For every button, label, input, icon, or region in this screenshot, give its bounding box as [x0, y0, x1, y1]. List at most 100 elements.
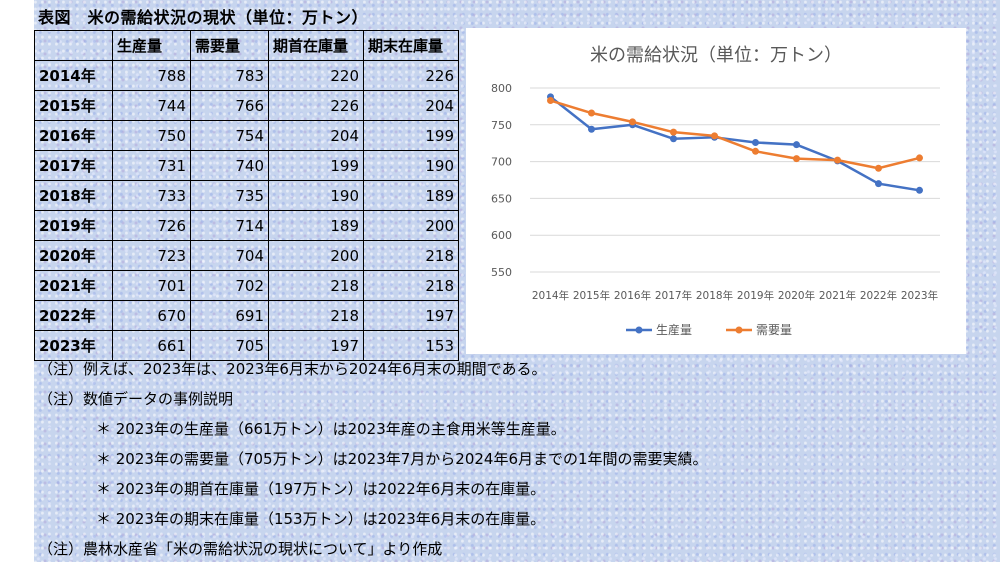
table-row: 2022年 670 691 218 197: [34, 300, 459, 331]
data-point: [629, 118, 636, 126]
table-header-row: 生産量 需要量 期首在庫量 期末在庫量: [34, 30, 459, 61]
legend-label: 生産量: [656, 322, 692, 337]
table-year-cell: 2022年: [34, 300, 113, 331]
note-example-item: ＊ 2023年の期首在庫量（197万トン）は2022年6月末の在庫量。: [96, 480, 546, 498]
table-value-cell: 226: [268, 90, 364, 121]
table-header-cell: 期末在庫量: [363, 30, 459, 61]
table-value-cell: 199: [363, 120, 459, 151]
table-value-cell: 204: [268, 120, 364, 151]
data-point: [916, 154, 923, 162]
x-tick-label: 2021年: [819, 289, 856, 302]
data-point: [793, 141, 800, 149]
table-value-cell: 190: [268, 180, 364, 211]
table-value-cell: 220: [268, 60, 364, 91]
table-value-cell: 733: [112, 180, 191, 211]
table-value-cell: 766: [190, 90, 269, 121]
table-value-cell: 788: [112, 60, 191, 91]
page-title: 表図 米の需給状況の現状（単位：万トン）: [38, 8, 369, 27]
table-header-cell: 需要量: [190, 30, 269, 61]
table-year-cell: 2017年: [34, 150, 113, 181]
table-value-cell: 189: [363, 180, 459, 211]
table-value-cell: 200: [363, 210, 459, 241]
data-point: [875, 180, 882, 188]
data-point: [916, 186, 923, 194]
x-tick-label: 2016年: [614, 289, 651, 302]
table-value-cell: 189: [268, 210, 364, 241]
table-row: 2016年 750 754 204 199: [34, 120, 459, 151]
data-point: [752, 147, 759, 155]
y-tick-label: 800: [491, 82, 512, 95]
data-point: [588, 109, 595, 117]
table-row: 2020年 723 704 200 218: [34, 240, 459, 271]
table-value-cell: 197: [268, 330, 364, 361]
table-header-cell: 生産量: [112, 30, 191, 61]
note-example-item: ＊ 2023年の需要量（705万トン）は2023年7月から2024年6月までの1…: [96, 450, 708, 468]
table-value-cell: 661: [112, 330, 191, 361]
y-tick-label: 650: [491, 192, 512, 205]
table-value-cell: 204: [363, 90, 459, 121]
table-row: 2014年 788 783 220 226: [34, 60, 459, 91]
table-value-cell: 199: [268, 150, 364, 181]
table-year-cell: 2016年: [34, 120, 113, 151]
table-value-cell: 714: [190, 210, 269, 241]
x-tick-label: 2019年: [737, 289, 774, 302]
line-chart: 米の需給状況（単位：万トン） 550 600 650 700 750 800 2014年 201…: [491, 45, 940, 337]
table-year-cell: 2014年: [34, 60, 113, 91]
legend-marker: [735, 326, 743, 334]
table-year-cell: 2020年: [34, 240, 113, 271]
table-year-cell: 2021年: [34, 270, 113, 301]
chart-panel: 米の需給状況（単位：万トン） 550 600 650 700 750 800 2014年 201…: [466, 28, 966, 354]
table-value-cell: 701: [112, 270, 191, 301]
table-value-cell: 754: [190, 120, 269, 151]
table-row: 2021年 701 702 218 218: [34, 270, 459, 301]
note-period: （注）例えば、2023年は、2023年6月末から2024年6月末の期間である。: [38, 360, 547, 378]
table-row: 2023年 661 705 197 153: [34, 330, 459, 361]
table-value-cell: 218: [268, 270, 364, 301]
x-tick-label: 2017年: [655, 289, 692, 302]
table-value-cell: 726: [112, 210, 191, 241]
note-example-heading: （注）数値データの事例説明: [38, 390, 234, 408]
y-tick-label: 700: [491, 156, 512, 169]
x-tick-label: 2020年: [778, 289, 815, 302]
note-source: （注）農林水産省「米の需給状況の現状について」より作成: [38, 540, 443, 558]
table-row: 2017年 731 740 199 190: [34, 150, 459, 181]
table-year-cell: 2019年: [34, 210, 113, 241]
data-point: [670, 128, 677, 136]
table-value-cell: 705: [190, 330, 269, 361]
y-tick-label: 750: [491, 119, 512, 132]
table-value-cell: 723: [112, 240, 191, 271]
table-year-cell: 2023年: [34, 330, 113, 361]
y-tick-label: 550: [491, 266, 512, 279]
x-tick-label: 2015年: [573, 289, 610, 302]
legend-marker: [635, 326, 643, 334]
table-value-cell: 731: [112, 150, 191, 181]
table-value-cell: 200: [268, 240, 364, 271]
x-tick-label: 2022年: [860, 289, 897, 302]
table-value-cell: 750: [112, 120, 191, 151]
data-point: [670, 135, 677, 143]
table-row: 2018年 733 735 190 189: [34, 180, 459, 211]
x-tick-label: 2023年: [901, 289, 938, 302]
table-value-cell: 197: [363, 300, 459, 331]
table-value-cell: 735: [190, 180, 269, 211]
table-value-cell: 740: [190, 150, 269, 181]
note-example-item: ＊ 2023年の期末在庫量（153万トン）は2023年6月末の在庫量。: [96, 510, 546, 528]
table-value-cell: 702: [190, 270, 269, 301]
x-tick-label: 2014年: [532, 289, 569, 302]
table-value-cell: 691: [190, 300, 269, 331]
table-row: 2019年 726 714 189 200: [34, 210, 459, 241]
table-year-cell: 2015年: [34, 90, 113, 121]
note-example-item: ＊ 2023年の生産量（661万トン）は2023年産の主食用米等生産量。: [96, 420, 566, 438]
data-point: [588, 125, 595, 133]
series-line: [549, 95, 920, 192]
table-value-cell: 670: [112, 300, 191, 331]
table-value-cell: 190: [363, 150, 459, 181]
table-value-cell: 783: [190, 60, 269, 91]
table-value-cell: 704: [190, 240, 269, 271]
table-header-cell: [34, 30, 113, 61]
table-value-cell: 218: [363, 240, 459, 271]
data-point: [547, 97, 554, 105]
table-value-cell: 226: [363, 60, 459, 91]
series-line: [550, 99, 920, 170]
data-point: [711, 132, 718, 140]
